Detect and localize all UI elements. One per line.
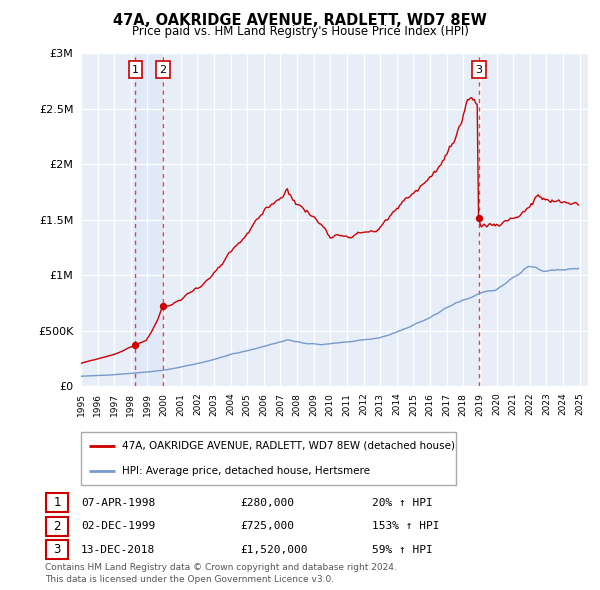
Text: 20% ↑ HPI: 20% ↑ HPI	[372, 498, 433, 507]
Point	[131, 340, 140, 350]
Text: 47A, OAKRIDGE AVENUE, RADLETT, WD7 8EW (detached house): 47A, OAKRIDGE AVENUE, RADLETT, WD7 8EW (…	[122, 441, 455, 451]
Text: 02-DEC-1999: 02-DEC-1999	[81, 522, 155, 531]
Point	[158, 301, 167, 310]
Text: 1: 1	[53, 496, 61, 509]
Text: £280,000: £280,000	[240, 498, 294, 507]
Text: Price paid vs. HM Land Registry's House Price Index (HPI): Price paid vs. HM Land Registry's House …	[131, 25, 469, 38]
Text: £1,520,000: £1,520,000	[240, 545, 308, 555]
Text: 3: 3	[476, 65, 482, 75]
FancyBboxPatch shape	[46, 540, 68, 559]
FancyBboxPatch shape	[46, 493, 68, 512]
Text: Contains HM Land Registry data © Crown copyright and database right 2024.: Contains HM Land Registry data © Crown c…	[45, 563, 397, 572]
Text: This data is licensed under the Open Government Licence v3.0.: This data is licensed under the Open Gov…	[45, 575, 334, 584]
Text: 2: 2	[53, 520, 61, 533]
Text: 3: 3	[53, 543, 61, 556]
Text: 59% ↑ HPI: 59% ↑ HPI	[372, 545, 433, 555]
Bar	[136, 53, 163, 386]
Text: 07-APR-1998: 07-APR-1998	[81, 498, 155, 507]
Text: 47A, OAKRIDGE AVENUE, RADLETT, WD7 8EW: 47A, OAKRIDGE AVENUE, RADLETT, WD7 8EW	[113, 13, 487, 28]
Text: 13-DEC-2018: 13-DEC-2018	[81, 545, 155, 555]
Text: 153% ↑ HPI: 153% ↑ HPI	[372, 522, 439, 531]
Point	[475, 213, 484, 222]
Text: £725,000: £725,000	[240, 522, 294, 531]
Text: 1: 1	[132, 65, 139, 75]
Text: 2: 2	[159, 65, 166, 75]
FancyBboxPatch shape	[46, 517, 68, 536]
Text: HPI: Average price, detached house, Hertsmere: HPI: Average price, detached house, Hert…	[122, 466, 370, 476]
